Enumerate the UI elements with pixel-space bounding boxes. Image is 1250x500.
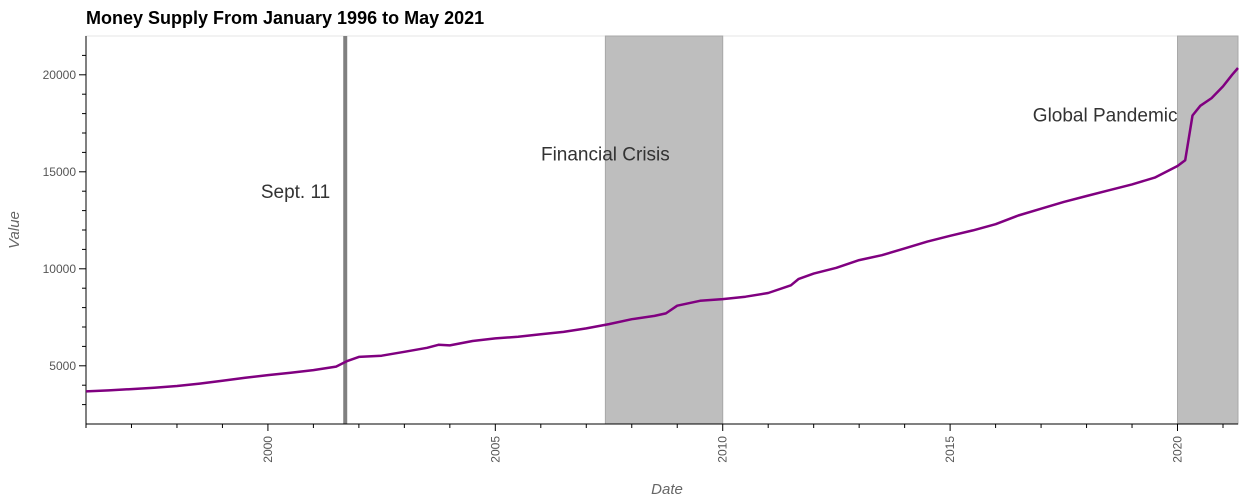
- y-tick-label-15000: 15000: [43, 165, 77, 179]
- annotation-label-0: Sept. 11: [261, 182, 330, 203]
- chart-title: Money Supply From January 1996 to May 20…: [86, 8, 485, 28]
- y-tick-label-5000: 5000: [49, 359, 76, 373]
- x-tick-label-2020: 2020: [1171, 436, 1185, 463]
- x-axis-label: Date: [651, 481, 683, 498]
- x-tick-label-2000: 2000: [261, 436, 275, 463]
- x-tick-label-2010: 2010: [716, 436, 730, 463]
- shaded-region-2: [1177, 35, 1239, 425]
- annotation-label-1: Financial Crisis: [541, 144, 670, 165]
- y-tick-label-10000: 10000: [43, 262, 77, 276]
- data-line-series-0: [85, 67, 1239, 393]
- y-axis-label: Value: [6, 211, 23, 249]
- y-tick-label-20000: 20000: [43, 68, 77, 82]
- x-tick-label-2015: 2015: [943, 436, 957, 463]
- annotation-label-2: Global Pandemic: [1033, 106, 1178, 127]
- x-tick-label-2005: 2005: [488, 436, 502, 463]
- shaded-region-1: [604, 35, 724, 425]
